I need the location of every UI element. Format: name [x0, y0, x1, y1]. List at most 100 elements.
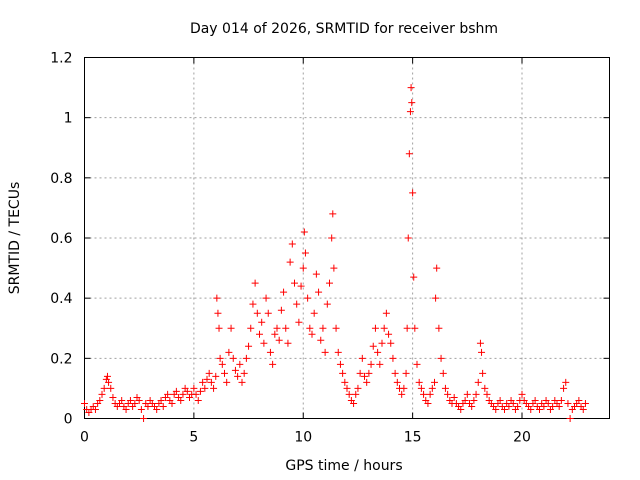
- data-point: [144, 402, 152, 410]
- data-point: [299, 264, 307, 272]
- data-point: [271, 330, 279, 338]
- data-point: [245, 342, 253, 350]
- data-point: [137, 405, 145, 413]
- data-point: [98, 390, 106, 398]
- data-point: [297, 282, 305, 290]
- data-point: [470, 396, 478, 404]
- data-point: [341, 378, 349, 386]
- data-point: [266, 348, 274, 356]
- data-point: [540, 402, 548, 410]
- x-axis-label: GPS time / hours: [285, 458, 402, 474]
- data-point: [122, 405, 130, 413]
- data-point: [227, 324, 235, 332]
- data-point: [264, 309, 272, 317]
- data-point: [321, 348, 329, 356]
- data-point: [369, 342, 377, 350]
- data-point: [262, 294, 270, 302]
- data-point: [183, 387, 191, 395]
- data-point: [330, 264, 338, 272]
- data-point: [304, 294, 312, 302]
- data-point: [428, 384, 436, 392]
- data-point: [260, 339, 268, 347]
- y-tick-label: 0.8: [50, 171, 72, 187]
- data-point: [417, 384, 425, 392]
- data-point: [411, 324, 419, 332]
- data-point: [374, 348, 382, 356]
- data-point: [564, 399, 572, 407]
- data-point: [441, 384, 449, 392]
- data-point: [216, 354, 224, 362]
- y-tick-label: 1: [64, 111, 73, 127]
- data-point: [378, 339, 386, 347]
- data-point: [424, 399, 432, 407]
- data-point: [205, 369, 213, 377]
- data-point: [509, 399, 517, 407]
- data-point: [157, 396, 165, 404]
- data-point: [203, 375, 211, 383]
- data-point: [413, 360, 421, 368]
- data-point: [363, 378, 371, 386]
- data-point: [126, 396, 134, 404]
- data-point: [328, 234, 336, 242]
- x-tick-label: 5: [189, 430, 198, 446]
- y-tick-label: 0.2: [50, 351, 72, 367]
- data-point: [91, 405, 99, 413]
- data-point: [483, 390, 491, 398]
- data-point: [432, 294, 440, 302]
- data-point: [103, 372, 111, 380]
- data-point: [407, 84, 415, 92]
- data-point: [536, 405, 543, 413]
- data-point: [288, 240, 296, 248]
- data-point: [527, 405, 535, 413]
- data-point: [81, 399, 88, 407]
- data-point: [457, 405, 465, 413]
- data-point: [409, 189, 417, 197]
- x-tick-label: 10: [294, 430, 312, 446]
- data-point: [505, 402, 513, 410]
- data-point: [258, 318, 266, 326]
- data-point: [472, 390, 480, 398]
- data-point: [212, 372, 220, 380]
- data-point: [410, 273, 418, 281]
- y-tick-label: 0.6: [50, 231, 72, 247]
- data-point: [408, 99, 416, 107]
- x-tick-label: 20: [513, 430, 531, 446]
- data-point: [560, 384, 568, 392]
- data-point: [450, 393, 458, 401]
- data-point: [478, 348, 486, 356]
- data-point: [215, 324, 223, 332]
- data-point: [109, 393, 117, 401]
- data-point: [275, 336, 283, 344]
- data-point: [514, 402, 522, 410]
- data-point: [251, 279, 259, 287]
- data-point: [240, 369, 248, 377]
- data-point: [531, 396, 539, 404]
- data-point: [575, 396, 583, 404]
- data-point: [201, 384, 209, 392]
- data-point: [393, 378, 401, 386]
- grid: [84, 57, 610, 419]
- data-point: [168, 399, 176, 407]
- data-point: [284, 339, 292, 347]
- data-point: [221, 369, 228, 377]
- data-point: [140, 415, 148, 422]
- data-point: [229, 354, 237, 362]
- data-point: [315, 288, 323, 296]
- data-point: [164, 390, 172, 398]
- data-point: [389, 354, 397, 362]
- data-point: [210, 384, 218, 392]
- data-point: [336, 360, 344, 368]
- data-point: [403, 324, 411, 332]
- y-tick-label: 0.4: [50, 291, 72, 307]
- data-point: [566, 415, 574, 422]
- data-point: [225, 348, 233, 356]
- data-point: [308, 330, 316, 338]
- data-point: [218, 360, 226, 368]
- data-point: [282, 324, 290, 332]
- data-point: [385, 330, 393, 338]
- x-tick-label: 15: [404, 430, 422, 446]
- data-point: [131, 399, 139, 407]
- data-point: [339, 369, 347, 377]
- data-point: [329, 210, 337, 218]
- data-point: [213, 294, 221, 302]
